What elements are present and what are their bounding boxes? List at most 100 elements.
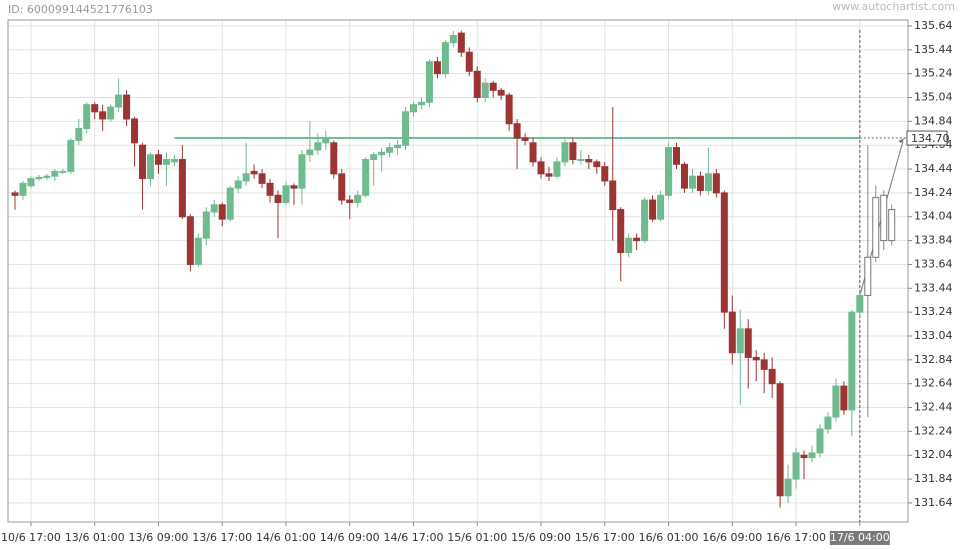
candle-body <box>346 199 354 203</box>
candle-body <box>115 94 123 108</box>
candle-body <box>696 175 704 192</box>
watermark: www.autochartist.com <box>832 0 955 13</box>
candle-body <box>752 356 760 361</box>
x-tick-label: 16/6 01:00 <box>639 531 699 544</box>
candle-body <box>561 142 569 163</box>
candle-body <box>513 123 521 139</box>
candle-body <box>51 170 59 177</box>
candle-body <box>680 163 688 189</box>
candle-body <box>354 194 362 203</box>
level-label: 134.70 <box>911 132 950 145</box>
candle-body <box>768 368 776 385</box>
candle-body <box>226 187 234 220</box>
candle-body <box>378 151 386 156</box>
level-label-box <box>906 130 948 146</box>
candle-body <box>529 142 537 163</box>
candle-body <box>776 383 784 497</box>
candle-body <box>35 176 43 180</box>
y-tick-label: 134.24 <box>914 186 953 199</box>
candle-body <box>146 154 154 180</box>
candle-body <box>234 180 242 189</box>
candle-body <box>330 142 338 175</box>
y-tick-label: 133.04 <box>914 329 953 342</box>
y-tick-label: 133.44 <box>914 281 953 294</box>
candle-body <box>202 211 210 239</box>
y-tick-label: 132.04 <box>914 448 953 461</box>
candle-body <box>258 173 266 184</box>
y-tick-label: 132.24 <box>914 424 953 437</box>
candle-body <box>274 194 282 203</box>
candle-body <box>433 61 441 75</box>
candle-body <box>641 199 649 242</box>
y-tick-label: 134.04 <box>914 210 953 223</box>
candle-body <box>800 454 808 459</box>
candle-body <box>338 173 346 201</box>
candle-body <box>67 139 75 172</box>
candle-body <box>808 452 816 459</box>
candle-body <box>792 452 800 480</box>
candle-body <box>688 175 696 189</box>
candle-body <box>210 204 218 213</box>
y-tick-label: 132.84 <box>914 353 953 366</box>
y-tick-label: 135.24 <box>914 67 953 80</box>
candle-body <box>728 311 736 354</box>
y-tick-label: 133.64 <box>914 257 953 270</box>
candle-body <box>633 237 641 242</box>
candle-body <box>880 194 888 242</box>
candle-body <box>888 209 896 242</box>
candle-body <box>394 144 402 149</box>
candle-body <box>139 144 147 180</box>
y-tick-label: 133.84 <box>914 234 953 247</box>
x-tick-label: 16/6 17:00 <box>766 531 826 544</box>
candle-body <box>298 154 306 189</box>
candle-body <box>282 185 290 203</box>
y-tick-label: 135.04 <box>914 91 953 104</box>
candle-body <box>370 154 378 161</box>
candle-body <box>720 192 728 313</box>
candle-body <box>481 82 489 99</box>
candle-body <box>665 147 673 196</box>
candle-body <box>194 237 202 265</box>
candle-body <box>306 149 314 156</box>
y-tick-label: 132.44 <box>914 401 953 414</box>
candle-body <box>154 154 162 165</box>
candle-body <box>43 175 51 178</box>
candle-body <box>585 159 593 163</box>
candle-body <box>712 173 720 194</box>
candle-body <box>657 194 665 220</box>
candle-body <box>521 137 529 141</box>
candle-body <box>704 173 712 192</box>
x-label-highlight <box>829 531 890 545</box>
candle-body <box>609 180 617 211</box>
y-tick-label: 135.64 <box>914 19 953 32</box>
x-tick-label: 13/6 09:00 <box>129 531 189 544</box>
candle-body <box>736 328 744 354</box>
y-tick-label: 134.44 <box>914 162 953 175</box>
x-tick-label: 15/6 01:00 <box>447 531 507 544</box>
candle-body <box>170 159 178 163</box>
x-tick-label: 10/6 17:00 <box>1 531 61 544</box>
candle-body <box>314 142 322 151</box>
candle-body <box>19 182 27 196</box>
candle-body <box>457 32 465 53</box>
candle-body <box>83 104 91 130</box>
x-tick-label: 13/6 17:00 <box>192 531 252 544</box>
candle-body <box>11 192 19 196</box>
candle-body <box>386 147 394 153</box>
candle-body <box>107 106 115 120</box>
candle-body <box>218 204 226 220</box>
candle-body <box>601 166 609 182</box>
plot-frame <box>7 19 909 523</box>
x-tick-label: 15/6 17:00 <box>575 531 635 544</box>
candle-body <box>832 385 840 418</box>
y-tick-label: 134.84 <box>914 114 953 127</box>
candle-body <box>362 159 370 196</box>
y-tick-label: 135.44 <box>914 43 953 56</box>
candle-body <box>856 294 864 313</box>
candle-body <box>744 328 752 358</box>
candle-body <box>242 173 250 182</box>
x-tick-label: 14/6 01:00 <box>256 531 316 544</box>
candle-body <box>577 159 585 162</box>
candle-body <box>497 89 505 96</box>
candle-body <box>545 173 553 177</box>
